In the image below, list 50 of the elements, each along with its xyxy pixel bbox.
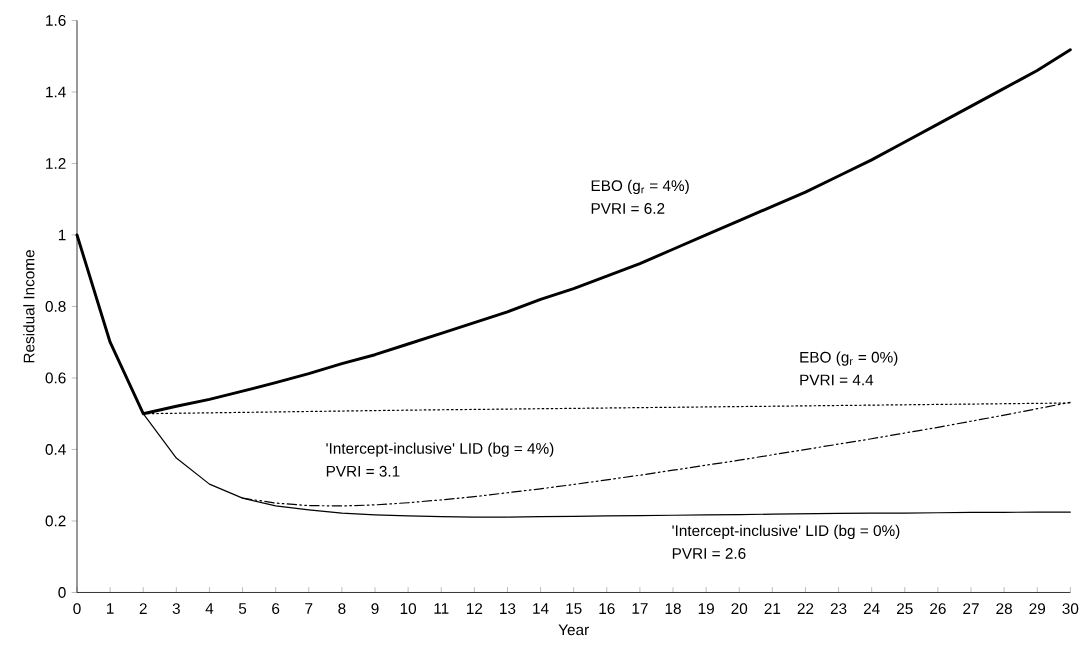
y-tick-label: 0 — [58, 587, 66, 598]
y-tick-label: 0.8 — [45, 301, 66, 312]
x-tick-label: 25 — [897, 603, 913, 615]
x-tick-label: 15 — [566, 603, 582, 614]
x-tick-label: 0 — [73, 603, 81, 615]
annotation: PVRI = 6.2 — [591, 203, 665, 214]
y-tick-label: 1.2 — [46, 158, 66, 169]
x-tick-label: 3 — [172, 603, 180, 615]
x-tick-label: 18 — [665, 603, 681, 615]
x-tick-label: 6 — [272, 603, 280, 615]
y-tick-label: 1.6 — [46, 15, 66, 26]
annotation: PVRI = 2.6 — [672, 548, 746, 559]
x-axis-title: Year — [558, 624, 589, 636]
x-tick-label: 20 — [731, 603, 748, 615]
x-tick-label: 12 — [466, 603, 483, 614]
series-label: 'Intercept-inclusive' LID (bg = 4%) — [326, 442, 554, 457]
x-tick-label: 21 — [764, 603, 781, 614]
x-tick-label: 23 — [830, 603, 847, 615]
x-tick-label: 22 — [797, 603, 814, 614]
text: EBO (g$_{r}$ = 4%) — [591, 179, 689, 195]
x-tick-label: 24 — [863, 603, 880, 614]
y-tick-label: 1 — [58, 229, 66, 241]
series-label: 'Intercept-inclusive' LID (bg = 0%) — [672, 524, 900, 540]
x-tick-label: 7 — [305, 603, 313, 614]
annotation: PVRI = 3.1 — [326, 465, 400, 477]
x-tick-label: 19 — [698, 603, 714, 615]
x-tick-label: 27 — [963, 603, 979, 614]
x-tick-label: 4 — [205, 603, 214, 614]
y-tick-label: 0.6 — [45, 372, 66, 384]
x-tick-label: 5 — [238, 603, 247, 614]
x-tick-label: 8 — [338, 603, 346, 615]
y-tick-label: 0.4 — [45, 444, 66, 455]
y-tick-label: 0.2 — [45, 515, 66, 527]
x-tick-label: 2 — [139, 603, 147, 614]
x-tick-label: 28 — [996, 603, 1012, 615]
x-tick-label: 17 — [632, 603, 648, 614]
x-tick-label: 10 — [400, 603, 417, 615]
x-tick-label: 13 — [500, 603, 516, 615]
x-tick-label: 29 — [1029, 603, 1046, 615]
x-tick-label: 14 — [533, 603, 549, 614]
x-tick-label: 11 — [434, 603, 449, 614]
x-tick-label: 30 — [1062, 603, 1079, 615]
y-tick-label: 1.4 — [46, 86, 66, 98]
x-tick-label: 9 — [371, 603, 379, 615]
x-tick-label: 16 — [599, 603, 615, 615]
annotation: PVRI = 4.4 — [800, 374, 874, 386]
x-tick-label: 26 — [930, 603, 946, 615]
y-axis-title: Residual Income — [23, 250, 35, 363]
text: EBO (g$_{r}$ = 0%) — [800, 351, 898, 366]
x-tick-label: 1 — [107, 603, 114, 614]
